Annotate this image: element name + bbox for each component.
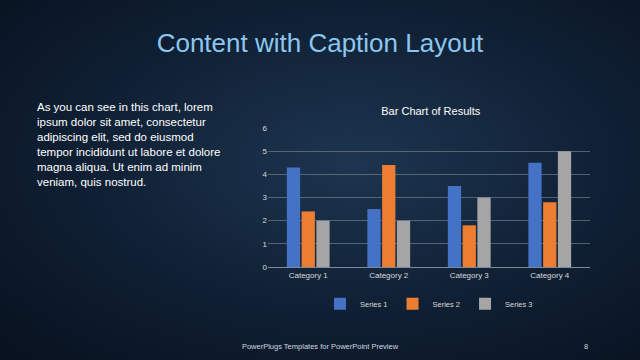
svg-text:3: 3 <box>263 193 268 202</box>
svg-text:Category 2: Category 2 <box>369 271 409 280</box>
svg-text:0: 0 <box>263 263 268 272</box>
html-text:PowerPlugs Templates for Power: PowerPlugs Templates for PowerPoint Prev… <box>241 342 399 351</box>
svg-text:Category 4: Category 4 <box>530 271 570 280</box>
svg-text:5: 5 <box>263 147 268 156</box>
svg-text:4: 4 <box>263 170 268 179</box>
svg-text:1: 1 <box>263 240 268 249</box>
svg-text:Category 3: Category 3 <box>450 271 490 280</box>
svg-text:Series 2: Series 2 <box>433 300 461 309</box>
svg-text:6: 6 <box>263 124 268 133</box>
svg-text:2: 2 <box>263 216 268 225</box>
svg-text:Series 1: Series 1 <box>360 300 388 309</box>
svg-text:Bar Chart of Results: Bar Chart of Results <box>381 105 481 117</box>
html-text:As you can see in this chart,: As you can see in this chart, lorem ipsu… <box>37 101 221 188</box>
html-text:8: 8 <box>584 342 589 351</box>
svg-text:Series 3: Series 3 <box>505 300 533 309</box>
html-text:Content with Caption Layout: Content with Caption Layout <box>156 28 484 58</box>
svg-text:Category 1: Category 1 <box>289 271 329 280</box>
